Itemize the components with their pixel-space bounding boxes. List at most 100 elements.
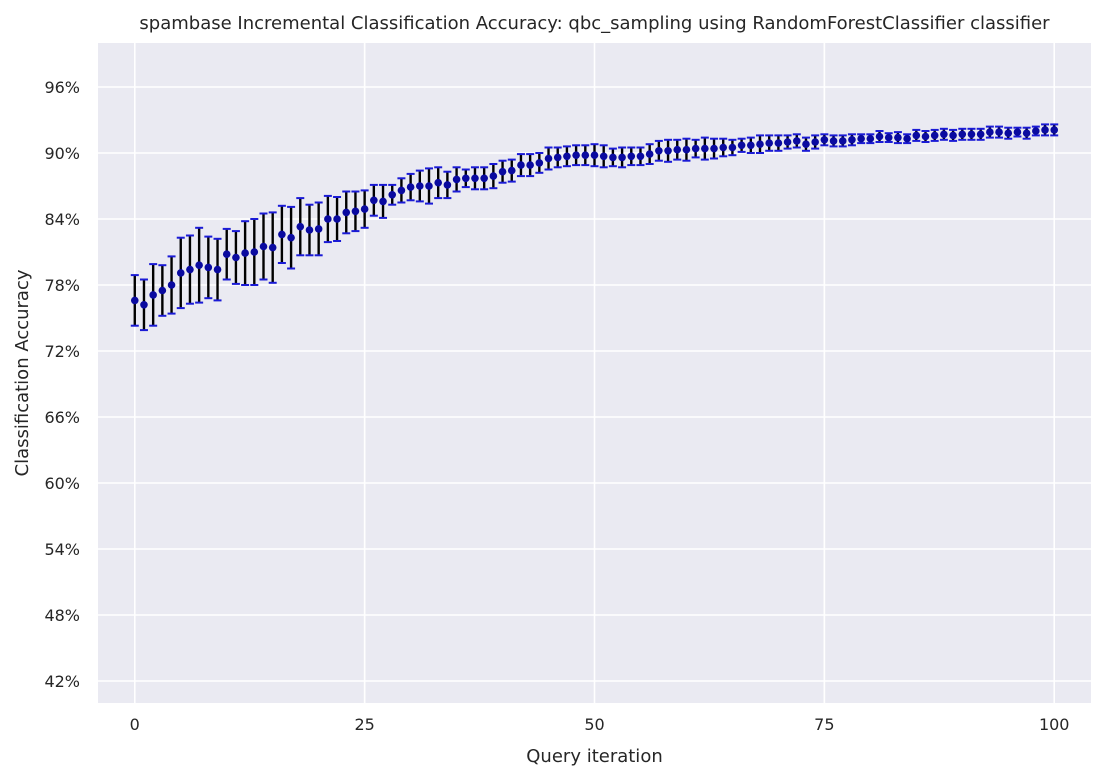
data-point: [250, 248, 259, 256]
data-point: [158, 286, 167, 295]
data-point: [222, 250, 231, 258]
x-tick-label: 0: [130, 715, 140, 734]
data-point: [756, 140, 764, 148]
data-point: [498, 167, 507, 176]
data-point: [976, 130, 985, 139]
data-point: [783, 138, 792, 146]
data-point: [747, 141, 755, 150]
data-point: [912, 131, 921, 140]
data-point: [397, 186, 406, 195]
y-tick-label: 48%: [44, 606, 80, 625]
data-point: [342, 208, 351, 217]
data-point: [507, 166, 516, 175]
data-point: [379, 197, 387, 206]
data-point: [526, 161, 534, 169]
x-axis-label: Query iteration: [526, 746, 662, 767]
y-tick-label: 84%: [44, 210, 80, 229]
data-point: [140, 301, 148, 309]
x-tick-label: 75: [814, 715, 834, 734]
data-point: [811, 138, 819, 146]
data-point: [333, 215, 341, 223]
data-point: [517, 161, 525, 169]
data-point: [287, 233, 295, 242]
data-point: [627, 152, 636, 161]
data-point: [305, 226, 314, 234]
data-point: [829, 137, 838, 145]
data-point: [452, 175, 461, 184]
data-point: [425, 182, 433, 190]
data-point: [167, 281, 176, 289]
x-tick-label: 100: [1039, 715, 1070, 734]
data-point: [241, 249, 249, 257]
data-point: [130, 296, 139, 305]
data-point: [471, 174, 479, 183]
y-tick-label: 72%: [44, 342, 80, 361]
y-tick-label: 42%: [44, 672, 80, 691]
data-point: [866, 134, 875, 143]
data-point: [609, 153, 617, 162]
x-tick-label: 50: [584, 715, 604, 734]
data-points: [130, 126, 1059, 309]
data-point: [618, 153, 626, 162]
data-point: [940, 130, 948, 139]
data-point: [388, 191, 397, 199]
data-point: [1022, 129, 1031, 137]
data-point: [673, 145, 682, 154]
data-point: [195, 261, 203, 270]
data-point: [563, 152, 571, 161]
data-point: [792, 137, 801, 145]
data-point: [416, 182, 424, 190]
y-tick-label: 96%: [44, 78, 80, 97]
data-point: [149, 291, 157, 299]
data-point: [930, 131, 939, 140]
data-point: [1041, 126, 1049, 134]
y-tick-label: 66%: [44, 408, 80, 427]
data-point: [268, 243, 277, 252]
data-point: [590, 151, 599, 159]
data-point: [1050, 126, 1059, 134]
y-axis-label: Classification Accuracy: [12, 269, 33, 476]
data-point: [921, 132, 930, 141]
data-point: [599, 152, 608, 161]
data-point: [728, 143, 737, 152]
data-point: [857, 134, 865, 143]
data-point: [278, 230, 286, 239]
y-tick-label: 54%: [44, 540, 80, 559]
data-point: [636, 152, 645, 161]
data-point: [701, 144, 709, 153]
data-point: [986, 128, 994, 136]
data-point: [894, 133, 902, 142]
data-point: [774, 139, 783, 147]
data-point: [691, 144, 700, 153]
data-point: [655, 147, 663, 155]
data-point: [186, 265, 194, 274]
data-point: [443, 181, 452, 189]
data-point: [544, 154, 553, 163]
x-tick-label: 25: [354, 715, 374, 734]
data-point: [434, 178, 442, 187]
data-point: [967, 130, 976, 139]
data-point: [710, 144, 718, 153]
data-point: [370, 196, 378, 205]
data-point: [1032, 127, 1040, 135]
data-point: [489, 172, 498, 180]
data-point: [884, 133, 893, 142]
data-point: [848, 136, 856, 144]
data-point: [958, 130, 967, 139]
data-point: [204, 263, 213, 272]
data-point: [406, 183, 415, 191]
data-point: [553, 153, 562, 162]
data-point: [535, 159, 544, 167]
data-point: [995, 128, 1003, 136]
data-point: [765, 139, 773, 147]
data-point: [949, 131, 957, 140]
data-point: [351, 207, 360, 216]
data-point: [324, 215, 332, 223]
data-point: [903, 134, 911, 143]
data-point: [820, 136, 829, 144]
data-point: [259, 242, 268, 251]
data-point: [1004, 129, 1013, 137]
data-point: [664, 147, 672, 155]
data-point: [645, 150, 654, 158]
